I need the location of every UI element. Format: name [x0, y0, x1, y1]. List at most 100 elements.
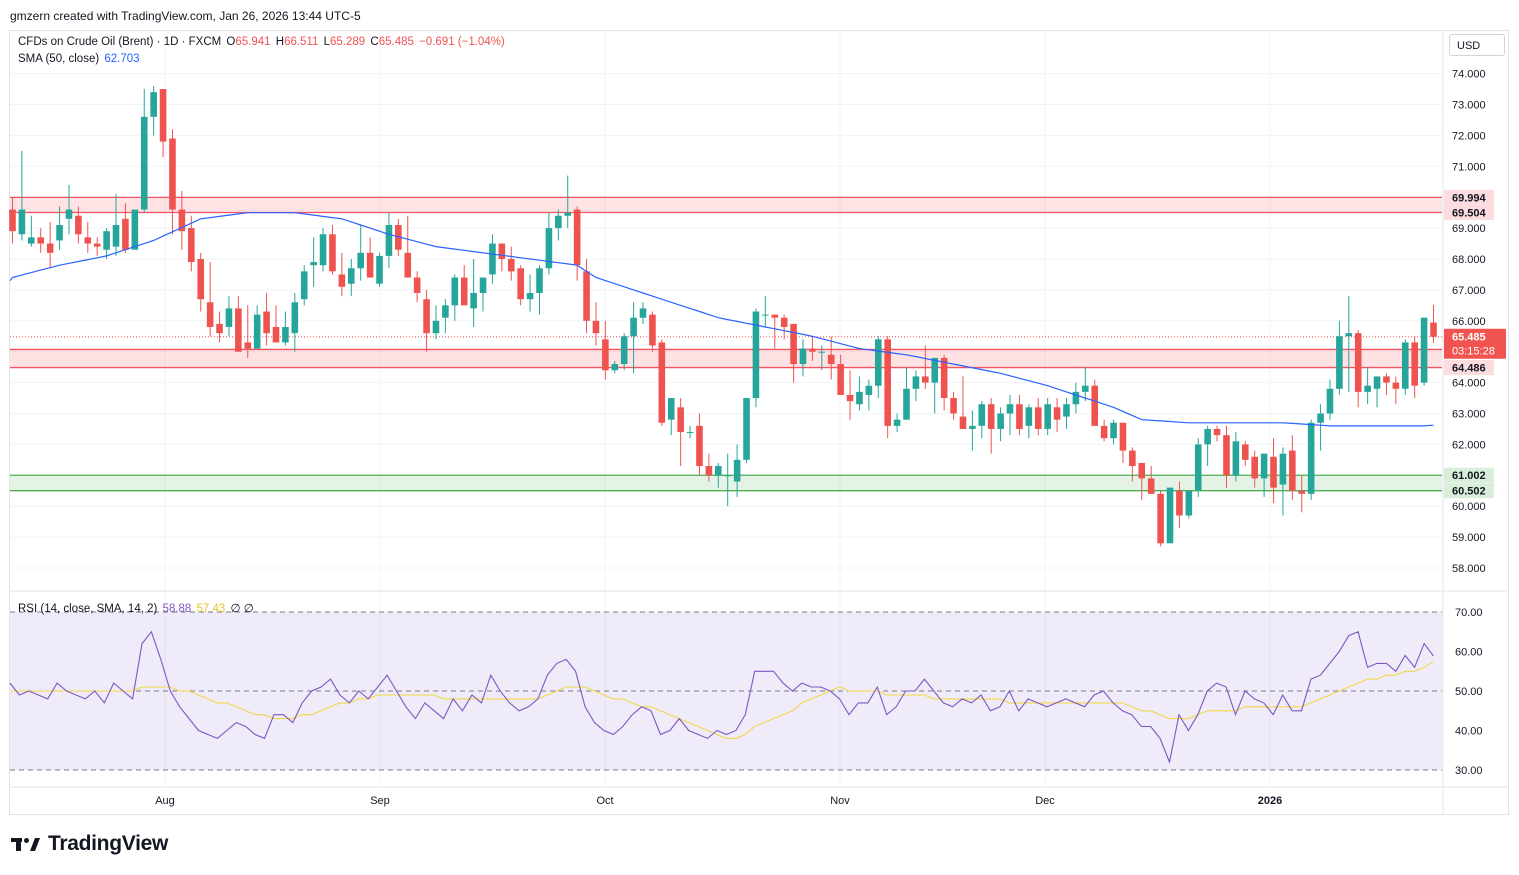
- candle-up[interactable]: [865, 385, 873, 395]
- candle-up[interactable]: [545, 228, 553, 269]
- candle-up[interactable]: [65, 209, 73, 219]
- candle-up[interactable]: [432, 320, 440, 334]
- candle-up[interactable]: [470, 292, 477, 309]
- candle-up[interactable]: [56, 225, 63, 241]
- candle-down[interactable]: [1129, 450, 1136, 467]
- candle-down[interactable]: [1034, 407, 1042, 429]
- candle-down[interactable]: [329, 234, 336, 272]
- candle-down[interactable]: [75, 215, 82, 235]
- candle-up[interactable]: [1072, 391, 1080, 405]
- tradingview-logo[interactable]: TradingView: [11, 832, 168, 856]
- candle-up[interactable]: [479, 277, 487, 293]
- candle-up[interactable]: [969, 425, 976, 429]
- candle-down[interactable]: [1430, 322, 1437, 337]
- candle-down[interactable]: [677, 407, 684, 433]
- candle-down[interactable]: [1223, 435, 1230, 476]
- candle-down[interactable]: [1298, 490, 1306, 494]
- candle-down[interactable]: [178, 209, 186, 232]
- candle-up[interactable]: [799, 348, 807, 365]
- last-price-tag[interactable]: [1444, 328, 1506, 359]
- candle-down[interactable]: [1213, 428, 1221, 436]
- candle-up[interactable]: [752, 311, 760, 399]
- sma-legend[interactable]: SMA (50, close) 62.703: [18, 53, 142, 65]
- candle-down[interactable]: [460, 277, 468, 306]
- candle-down[interactable]: [197, 259, 205, 300]
- candle-up[interactable]: [310, 262, 317, 266]
- candle-down[interactable]: [216, 323, 223, 334]
- candle-up[interactable]: [131, 209, 139, 250]
- candle-down[interactable]: [507, 259, 515, 272]
- candle-up[interactable]: [1345, 333, 1353, 337]
- candle-down[interactable]: [122, 218, 129, 250]
- candle-up[interactable]: [385, 225, 393, 256]
- candle-up[interactable]: [442, 305, 449, 318]
- candle-down[interactable]: [1289, 450, 1296, 491]
- rsi-line[interactable]: [9, 630, 1434, 765]
- candle-down[interactable]: [1016, 404, 1023, 429]
- candle-down[interactable]: [1157, 493, 1164, 544]
- candle-up[interactable]: [225, 308, 233, 327]
- candle-down[interactable]: [9, 209, 16, 232]
- candle-down[interactable]: [1119, 422, 1127, 451]
- candle-up[interactable]: [526, 292, 534, 300]
- candle-down[interactable]: [263, 311, 270, 334]
- candle-down[interactable]: [780, 317, 788, 327]
- candle-up[interactable]: [715, 466, 722, 476]
- candle-down[interactable]: [235, 308, 242, 352]
- candle-up[interactable]: [564, 212, 572, 216]
- candle-down[interactable]: [922, 376, 929, 383]
- candle-down[interactable]: [338, 274, 346, 287]
- candle-down[interactable]: [423, 299, 430, 334]
- symbol-legend[interactable]: CFDs on Crude Oil (Brent) · 1D · FXCM O6…: [18, 36, 507, 48]
- candle-up[interactable]: [762, 314, 769, 316]
- candle-down[interactable]: [1138, 462, 1146, 479]
- candle-down[interactable]: [413, 277, 421, 293]
- candle-up[interactable]: [912, 376, 920, 389]
- candle-up[interactable]: [893, 419, 901, 426]
- candle-down[interactable]: [1176, 490, 1183, 516]
- candle-up[interactable]: [1025, 407, 1033, 426]
- candle-down[interactable]: [846, 394, 854, 402]
- candle-down[interactable]: [940, 357, 948, 399]
- rsi-sma-line[interactable]: [10, 661, 1434, 739]
- resistance-zone[interactable]: [10, 349, 1442, 368]
- candle-down[interactable]: [244, 342, 252, 349]
- candle-down[interactable]: [959, 416, 967, 429]
- candle-up[interactable]: [856, 391, 863, 405]
- candle-down[interactable]: [169, 138, 176, 210]
- candle-down[interactable]: [1241, 444, 1249, 460]
- candle-up[interactable]: [818, 351, 826, 353]
- candle-up[interactable]: [1260, 453, 1268, 479]
- candle-up[interactable]: [1317, 413, 1324, 423]
- candle-up[interactable]: [1044, 404, 1051, 429]
- candle-up[interactable]: [319, 234, 327, 266]
- candle-down[interactable]: [404, 252, 412, 278]
- candle-down[interactable]: [1053, 407, 1061, 420]
- candle-up[interactable]: [103, 231, 110, 250]
- rsi-label[interactable]: RSI (14, close, SMA, 14, 2): [18, 603, 158, 615]
- candle-up[interactable]: [997, 413, 1004, 429]
- candle-up[interactable]: [140, 116, 148, 210]
- candle-down[interactable]: [950, 398, 957, 414]
- candle-up[interactable]: [686, 432, 694, 434]
- candle-up[interactable]: [1006, 404, 1014, 414]
- candle-up[interactable]: [630, 317, 637, 337]
- resistance-zone[interactable]: [10, 197, 1442, 213]
- candle-down[interactable]: [206, 302, 214, 327]
- candle-down[interactable]: [602, 339, 609, 371]
- candle-down[interactable]: [827, 354, 835, 365]
- candle-down[interactable]: [188, 228, 195, 263]
- candle-up[interactable]: [611, 364, 619, 371]
- candle-up[interactable]: [253, 314, 261, 349]
- candle-down[interactable]: [1251, 456, 1258, 479]
- candle-down[interactable]: [1392, 382, 1400, 389]
- sma-line[interactable]: [12, 212, 1434, 427]
- candle-down[interactable]: [159, 89, 167, 142]
- candle-down[interactable]: [649, 314, 656, 346]
- candle-down[interactable]: [93, 243, 101, 247]
- candle-down[interactable]: [366, 252, 374, 278]
- candle-up[interactable]: [1194, 444, 1202, 491]
- candle-down[interactable]: [592, 320, 600, 334]
- candle-down[interactable]: [517, 268, 524, 300]
- candle-up[interactable]: [451, 277, 459, 306]
